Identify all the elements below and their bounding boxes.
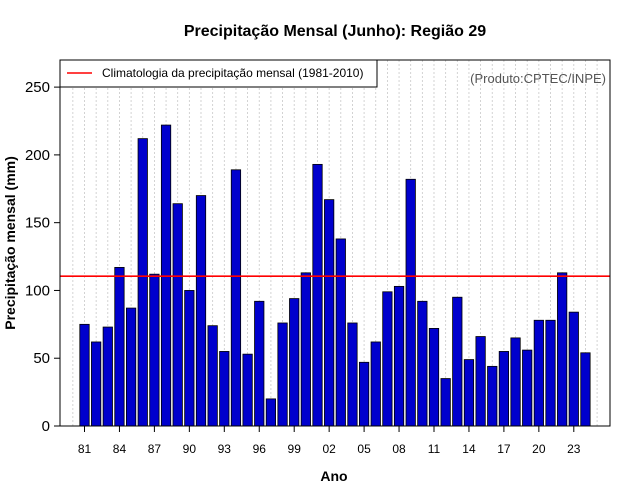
x-tick-label: 93 — [218, 442, 232, 456]
x-tick-label: 17 — [497, 442, 511, 456]
bar-2004 — [347, 322, 358, 427]
bar-1996 — [254, 300, 265, 427]
legend-label: Climatologia da precipitação mensal (198… — [102, 66, 363, 80]
bar-2016 — [487, 365, 498, 427]
bar-2009 — [405, 178, 416, 427]
bar-1995 — [242, 353, 253, 427]
x-tick-label: 96 — [253, 442, 267, 456]
bar-1990 — [184, 290, 195, 427]
x-tick-label: 90 — [183, 442, 197, 456]
credit-text: (Produto:CPTEC/INPE) — [470, 71, 606, 86]
x-tick-label: 11 — [428, 442, 441, 456]
bar-1994 — [230, 169, 242, 427]
bar-2008 — [393, 285, 405, 427]
bar-1998 — [277, 322, 288, 427]
x-tick-label: 81 — [78, 442, 92, 456]
bar-1984 — [114, 266, 125, 427]
bar-2000 — [300, 272, 311, 427]
bar-2023 — [568, 311, 579, 427]
y-tick-label: 150 — [25, 215, 50, 232]
legend-box — [59, 59, 378, 88]
bar-1983 — [102, 326, 113, 427]
bar-1992 — [207, 325, 218, 427]
bar-1997 — [265, 398, 277, 427]
bar-2001 — [312, 163, 323, 427]
x-tick-label: 99 — [288, 442, 302, 456]
bar-2003 — [335, 238, 346, 427]
bar-1991 — [195, 195, 207, 427]
bar-2022 — [557, 272, 568, 427]
bar-2012 — [440, 378, 451, 427]
bar-1982 — [91, 341, 102, 427]
bar-2020 — [533, 319, 544, 427]
bars-group — [79, 124, 591, 427]
x-axis: 81 84 87 90 93 96 99 02 05 08 11 14 17 20 23 — [78, 426, 581, 456]
bar-2021 — [545, 319, 556, 427]
x-tick-label: 87 — [148, 442, 162, 456]
bar-2007 — [382, 291, 393, 427]
bar-2014 — [463, 359, 475, 427]
y-tick-label: 200 — [25, 147, 50, 164]
bar-2010 — [417, 300, 428, 427]
bar-2002 — [324, 199, 335, 427]
x-tick-label: 23 — [567, 442, 581, 456]
y-tick-label: 100 — [25, 282, 50, 299]
x-tick-label: 08 — [392, 442, 406, 456]
bar-2005 — [358, 361, 370, 427]
legend: Climatologia da precipitação mensal (198… — [59, 59, 378, 88]
y-axis-title: Precipitação mensal (mm) — [2, 156, 18, 330]
bar-1989 — [172, 203, 183, 427]
bar-1981 — [79, 323, 90, 427]
bar-1999 — [289, 298, 300, 427]
x-axis-title: Ano — [320, 468, 347, 484]
bar-2018 — [510, 337, 521, 427]
bar-2015 — [475, 336, 486, 427]
bar-1985 — [126, 307, 137, 427]
bar-2024 — [580, 352, 591, 427]
x-tick-label: 14 — [462, 442, 476, 456]
x-tick-label: 02 — [322, 442, 336, 456]
y-tick-label: 50 — [33, 350, 50, 367]
bar-2011 — [428, 327, 440, 427]
x-tick-label: 20 — [532, 442, 546, 456]
y-tick-label: 0 — [42, 418, 50, 435]
bar-2013 — [452, 296, 463, 427]
x-tick-label: 84 — [113, 442, 127, 456]
bar-2017 — [498, 351, 510, 427]
y-axis: 0 50 100 150 200 250 — [25, 79, 60, 435]
bar-1993 — [219, 351, 230, 427]
bar-1986 — [137, 138, 148, 427]
bar-2019 — [522, 349, 533, 427]
bar-1987 — [149, 273, 160, 427]
x-tick-label: 05 — [357, 442, 371, 456]
y-tick-label: 250 — [25, 79, 50, 96]
bar-2006 — [370, 341, 381, 427]
chart-title: Precipitação Mensal (Junho): Região 29 — [184, 23, 486, 40]
